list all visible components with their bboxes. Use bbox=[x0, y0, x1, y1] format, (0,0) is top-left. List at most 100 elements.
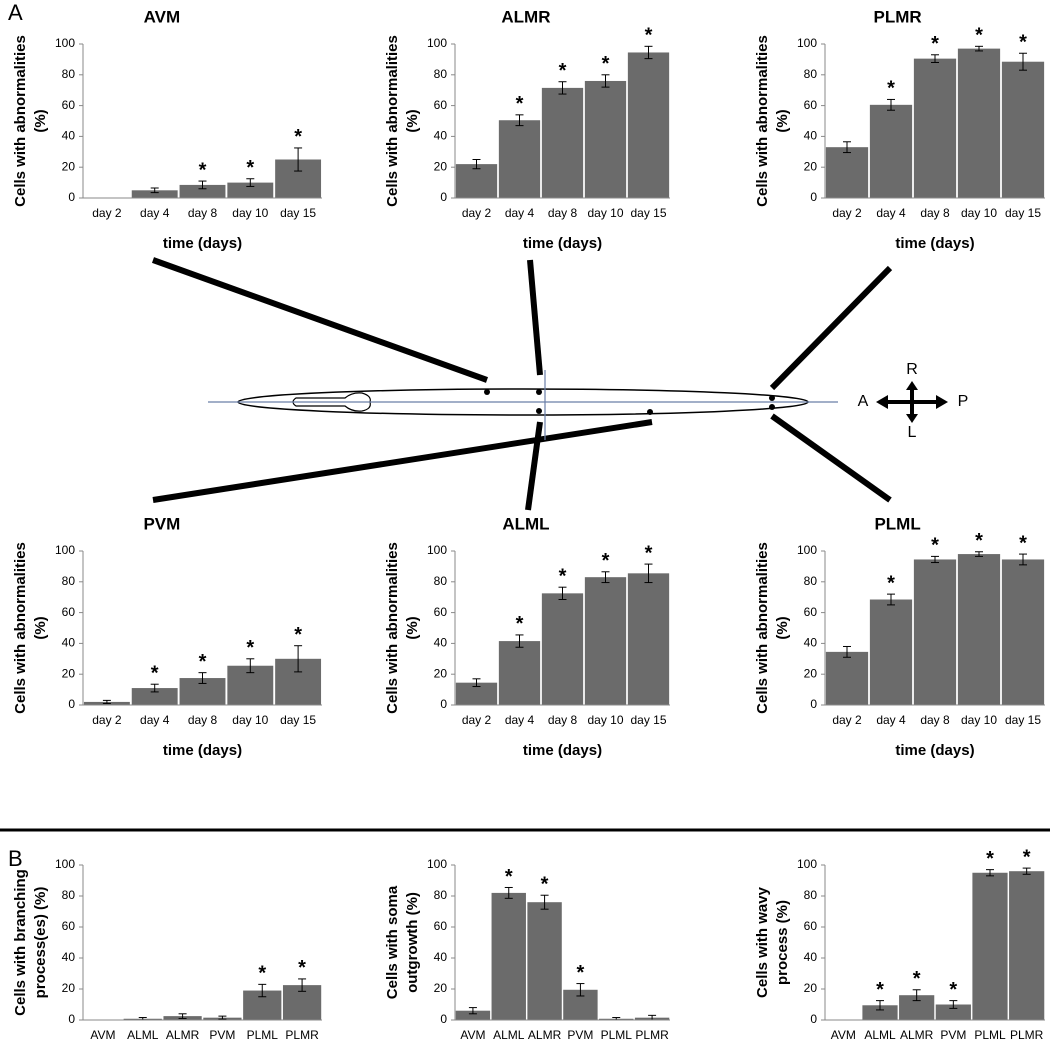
significance-marker: * bbox=[151, 662, 159, 684]
y-tick-label: 0 bbox=[810, 190, 817, 204]
x-tick-label: day 10 bbox=[587, 206, 623, 220]
panel-label: A bbox=[8, 0, 23, 25]
y-tick-label: 60 bbox=[434, 919, 448, 933]
y-tick-label: 60 bbox=[804, 605, 818, 619]
y-tick-label: 100 bbox=[55, 36, 75, 50]
significance-marker: * bbox=[258, 963, 266, 985]
x-tick-label: PVM bbox=[209, 1028, 235, 1042]
bar bbox=[957, 48, 1001, 199]
y-tick-label: 20 bbox=[62, 159, 76, 173]
error-bar bbox=[540, 894, 549, 910]
error-bar bbox=[1022, 867, 1031, 875]
y-tick-label: 40 bbox=[804, 636, 818, 650]
significance-marker: * bbox=[949, 979, 957, 1001]
error-bar bbox=[298, 978, 307, 992]
y-tick-label: 100 bbox=[797, 857, 817, 871]
x-tick-label: PLMR bbox=[1010, 1028, 1044, 1042]
x-tick-label: day 8 bbox=[920, 206, 950, 220]
error-bar bbox=[576, 983, 585, 997]
chart: PLMR * * * * 0 20 40 60 80 100 day 2 day 4 day 8 day 1… bbox=[754, 7, 1045, 252]
error-bar bbox=[504, 886, 513, 899]
significance-marker: * bbox=[199, 159, 207, 181]
x-tick-label: day 10 bbox=[232, 713, 268, 727]
y-tick-label: 0 bbox=[440, 1012, 447, 1026]
x-tick-label: day 15 bbox=[630, 206, 666, 220]
significance-marker: * bbox=[887, 78, 895, 100]
y-tick-label: 80 bbox=[804, 574, 818, 588]
x-tick-label: day 4 bbox=[140, 206, 170, 220]
significance-marker: * bbox=[1019, 532, 1027, 554]
significance-marker: * bbox=[645, 542, 653, 564]
x-tick-label: day 8 bbox=[188, 713, 218, 727]
chart-title: ALMR bbox=[501, 7, 550, 26]
x-tick-label: PLML bbox=[601, 1028, 633, 1042]
significance-marker: * bbox=[577, 962, 585, 984]
bar bbox=[131, 190, 178, 198]
error-bar bbox=[931, 555, 939, 564]
x-axis-label: time (days) bbox=[523, 235, 602, 252]
y-tick-label: 60 bbox=[804, 919, 818, 933]
error-bar bbox=[644, 563, 653, 584]
y-axis-label: Cells with abnormalities bbox=[754, 542, 771, 714]
y-tick-label: 20 bbox=[62, 981, 76, 995]
chart: * * * * * 0 20 40 60 80 100 AVM ALML ALMR PVM PLML PLMR C… bbox=[754, 846, 1045, 1042]
x-axis-label: time (days) bbox=[163, 742, 242, 759]
y-tick-label: 40 bbox=[62, 950, 76, 964]
y-tick-label: 100 bbox=[797, 36, 817, 50]
y-tick-label: 20 bbox=[804, 981, 818, 995]
y-axis-label: Cells with branching bbox=[12, 869, 29, 1016]
bar bbox=[869, 104, 913, 198]
x-tick-label: day 15 bbox=[280, 713, 316, 727]
error-bar bbox=[975, 45, 983, 52]
significance-marker: * bbox=[645, 25, 653, 47]
y-axis-label: (%) bbox=[774, 616, 791, 639]
x-tick-label: ALML bbox=[493, 1028, 525, 1042]
bar bbox=[179, 184, 226, 198]
chart: PVM * * * * 0 20 40 60 80 100 day 2 day 4 day 8 day 10… bbox=[12, 514, 322, 759]
y-axis-label: Cells with abnormalities bbox=[12, 542, 29, 714]
x-tick-label: PLMR bbox=[285, 1028, 319, 1042]
significance-marker: * bbox=[246, 637, 254, 659]
y-tick-label: 80 bbox=[804, 888, 818, 902]
error-bar bbox=[601, 571, 610, 584]
error-bar bbox=[472, 159, 481, 170]
error-bar bbox=[601, 74, 610, 88]
error-bar bbox=[644, 45, 653, 60]
y-tick-label: 40 bbox=[804, 129, 818, 143]
significance-marker: * bbox=[298, 957, 306, 979]
error-bar bbox=[515, 634, 524, 648]
y-tick-label: 20 bbox=[62, 666, 76, 680]
significance-marker: * bbox=[887, 572, 895, 594]
error-bar bbox=[198, 180, 207, 190]
y-tick-label: 40 bbox=[62, 636, 76, 650]
y-axis-label: Cells with abnormalities bbox=[12, 35, 29, 207]
x-tick-label: day 2 bbox=[462, 713, 492, 727]
error-bar bbox=[843, 645, 851, 658]
significance-marker: * bbox=[294, 624, 302, 646]
chart-title: PVM bbox=[143, 514, 180, 533]
y-tick-label: 0 bbox=[810, 697, 817, 711]
error-bar bbox=[258, 983, 267, 998]
x-tick-label: day 4 bbox=[140, 713, 170, 727]
y-axis-label: process (%) bbox=[774, 900, 791, 985]
y-tick-label: 20 bbox=[804, 666, 818, 680]
chart-title: ALML bbox=[502, 514, 549, 533]
y-axis-label: Cells with abnormalities bbox=[384, 35, 401, 207]
y-tick-label: 80 bbox=[434, 574, 448, 588]
y-axis-label: (%) bbox=[404, 616, 421, 639]
x-tick-label: day 4 bbox=[876, 206, 906, 220]
error-bar bbox=[218, 1015, 227, 1020]
significance-marker: * bbox=[986, 848, 994, 870]
bar bbox=[541, 87, 584, 198]
x-tick-label: day 4 bbox=[505, 206, 535, 220]
error-bar bbox=[931, 54, 939, 63]
error-bar bbox=[949, 1000, 958, 1009]
chart-title: PLMR bbox=[874, 7, 922, 26]
panel-label: B bbox=[8, 846, 23, 871]
y-tick-label: 100 bbox=[427, 36, 447, 50]
y-tick-label: 40 bbox=[804, 950, 818, 964]
significance-marker: * bbox=[199, 651, 207, 673]
chart: PLML * * * * 0 20 40 60 80 100 day 2 day 4 day 8 day 1… bbox=[754, 514, 1045, 759]
y-axis-label: outgrowth (%) bbox=[404, 892, 421, 993]
error-bar bbox=[102, 699, 111, 704]
